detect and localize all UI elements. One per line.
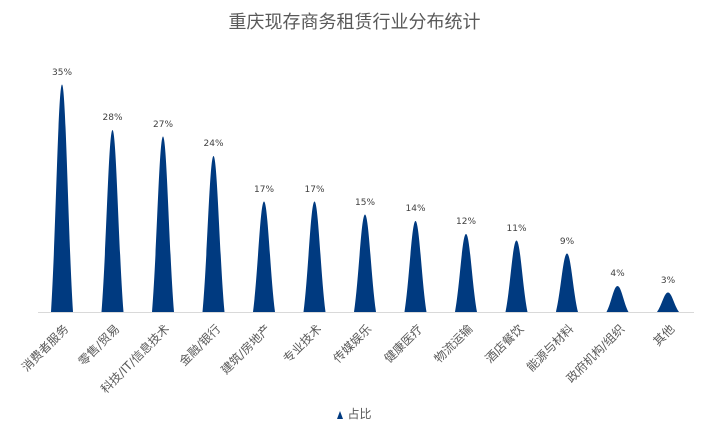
value-label: 15% [354,197,376,208]
bar-5[interactable] [303,201,326,313]
bar-4[interactable] [253,201,275,313]
value-label: 17% [304,184,325,195]
bar-11[interactable] [606,286,629,312]
value-label: 3% [660,275,676,286]
value-label: 28% [102,113,123,123]
legend-peak-icon [337,411,344,419]
bar-series [51,84,679,313]
bar-7[interactable] [404,221,427,312]
value-label: 9% [559,236,575,247]
bar-10[interactable] [556,253,578,313]
bar-9[interactable] [505,240,528,313]
value-label: 17% [253,184,275,195]
bar-12[interactable] [657,292,679,313]
chart-title: 重庆现存商务租赁行业分布统计 [228,12,481,33]
value-label: 35% [51,67,73,78]
value-label: 11% [506,223,527,234]
bar-0[interactable] [51,84,73,313]
value-label: 27% [152,119,174,130]
value-label: 4% [610,269,625,279]
value-label: 24% [203,139,224,149]
legend[interactable]: 占比 [0,405,709,422]
legend-label: 占比 [347,407,372,421]
bar-8[interactable] [455,234,477,312]
value-label: 12% [455,217,477,227]
bar-3[interactable] [202,156,225,312]
bar-2[interactable] [152,136,174,313]
bar-1[interactable] [101,130,124,312]
bar-6[interactable] [354,214,376,313]
value-label: 14% [405,204,426,214]
